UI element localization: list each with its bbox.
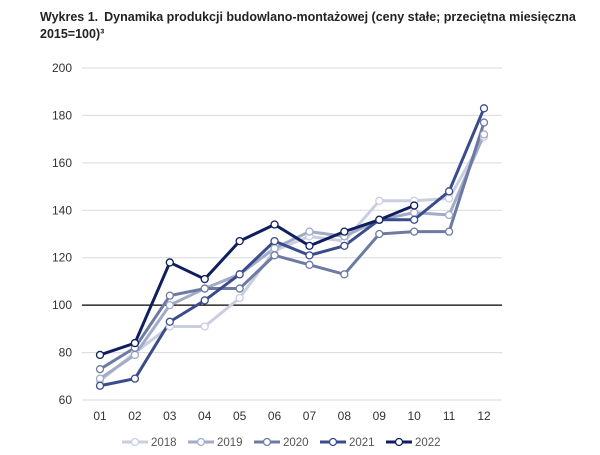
legend-marker-2019 bbox=[196, 437, 206, 447]
data-point-2022 bbox=[165, 258, 174, 267]
x-tick-label: 09 bbox=[373, 409, 387, 423]
legend-label-2020: 2020 bbox=[283, 437, 309, 449]
legend-label-2021: 2021 bbox=[349, 437, 375, 449]
data-point-2020 bbox=[479, 118, 489, 127]
data-point-2020 bbox=[270, 251, 279, 260]
chart-title-number: Wykres 1. bbox=[40, 10, 99, 24]
y-tick-label: 80 bbox=[59, 346, 73, 360]
data-point-2021 bbox=[340, 241, 349, 251]
data-point-2019 bbox=[270, 244, 279, 253]
series-line-2019 bbox=[99, 133, 486, 380]
data-point-2022 bbox=[270, 220, 279, 229]
data-point-2019 bbox=[410, 208, 419, 217]
data-point-2020 bbox=[235, 284, 244, 293]
x-tick-label: 01 bbox=[93, 409, 107, 423]
data-point-2021 bbox=[444, 187, 454, 196]
data-point-2018 bbox=[235, 293, 244, 303]
data-point-2022 bbox=[95, 350, 105, 360]
data-point-2020 bbox=[95, 365, 105, 374]
data-point-2021 bbox=[130, 374, 140, 383]
x-tick-label: 10 bbox=[408, 409, 422, 423]
data-point-2020 bbox=[200, 284, 209, 293]
y-tick-label: 100 bbox=[52, 298, 72, 312]
series-line-2021 bbox=[99, 107, 486, 388]
x-tick-label: 12 bbox=[477, 409, 491, 423]
x-tick-label: 07 bbox=[303, 409, 317, 423]
y-tick-label: 120 bbox=[52, 251, 72, 265]
data-point-2020 bbox=[410, 227, 419, 236]
data-point-2019 bbox=[130, 350, 140, 360]
data-point-2021 bbox=[165, 317, 174, 326]
data-point-2021 bbox=[200, 296, 209, 305]
data-point-2022 bbox=[410, 201, 419, 210]
data-point-2021 bbox=[479, 104, 489, 113]
y-tick-label: 160 bbox=[52, 156, 72, 170]
data-point-2020 bbox=[340, 270, 349, 279]
data-point-2021 bbox=[95, 381, 105, 390]
data-point-2021 bbox=[235, 270, 244, 279]
x-tick-label: 03 bbox=[163, 409, 177, 423]
y-tick-label: 180 bbox=[52, 108, 72, 122]
data-point-2020 bbox=[165, 291, 174, 300]
series-line-2022 bbox=[99, 204, 415, 357]
data-point-2020 bbox=[444, 227, 454, 236]
y-tick-label: 200 bbox=[52, 61, 72, 75]
chart-title: Wykres 1. Dynamika produkcji budowlano-mo… bbox=[40, 9, 580, 43]
x-tick-label: 06 bbox=[268, 409, 282, 423]
x-tick-label: 08 bbox=[338, 409, 352, 423]
legend-label-2022: 2022 bbox=[415, 437, 441, 449]
y-tick-label: 60 bbox=[59, 393, 73, 407]
data-point-2019 bbox=[444, 210, 454, 220]
data-point-2022 bbox=[130, 338, 140, 348]
data-point-2018 bbox=[375, 196, 384, 205]
data-point-2020 bbox=[305, 260, 314, 269]
data-point-2020 bbox=[375, 229, 384, 239]
legend-marker-2018 bbox=[130, 437, 140, 447]
legend-label-2019: 2019 bbox=[217, 437, 243, 449]
data-point-2018 bbox=[200, 322, 209, 331]
legend-marker-2021 bbox=[328, 437, 338, 447]
data-point-2021 bbox=[410, 215, 419, 224]
data-point-2021 bbox=[305, 251, 314, 260]
legend-label-2018: 2018 bbox=[151, 437, 177, 449]
x-tick-label: 04 bbox=[198, 409, 212, 423]
legend-marker-2020 bbox=[262, 437, 272, 447]
data-point-2022 bbox=[375, 215, 384, 224]
legend-marker-2022 bbox=[394, 437, 404, 447]
data-point-2022 bbox=[200, 274, 209, 284]
x-tick-label: 11 bbox=[443, 409, 456, 423]
series-line-2020 bbox=[99, 122, 486, 371]
data-point-2022 bbox=[340, 227, 349, 236]
data-point-2019 bbox=[95, 374, 105, 383]
chart-title-text: Dynamika produkcji budowlano-montażowej … bbox=[40, 10, 576, 41]
data-point-2021 bbox=[270, 236, 279, 246]
data-point-2019 bbox=[479, 130, 489, 139]
data-point-2019 bbox=[165, 300, 174, 310]
x-tick-label: 02 bbox=[128, 409, 142, 423]
x-tick-label: 05 bbox=[233, 409, 247, 423]
data-point-2022 bbox=[235, 236, 244, 246]
data-point-2019 bbox=[305, 227, 314, 236]
data-point-2022 bbox=[305, 241, 314, 251]
y-tick-label: 140 bbox=[52, 203, 72, 217]
data-point-2018 bbox=[444, 194, 454, 203]
